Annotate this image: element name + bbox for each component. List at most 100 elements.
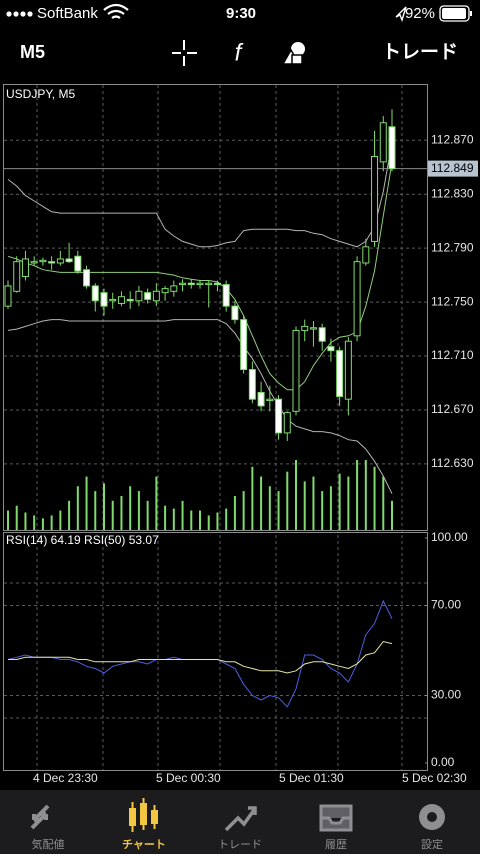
candle-body: [344, 340, 352, 400]
volume-bar: [33, 515, 36, 530]
bollinger-upper: [7, 141, 393, 248]
volume-bar: [41, 518, 44, 530]
volume-bar: [356, 460, 359, 530]
battery-icon: [439, 5, 470, 22]
volume-bar: [155, 476, 158, 530]
candle-body: [117, 296, 125, 304]
x-tick-label: 4 Dec 23:30: [33, 771, 98, 785]
volume-bar: [15, 505, 18, 530]
candle-body: [13, 261, 21, 292]
clock: 9:30: [226, 5, 256, 22]
y-tick-label: 30.00: [431, 688, 461, 702]
toolbar: M5 f トレード: [20, 39, 458, 66]
volume-bar: [146, 500, 149, 530]
volume-bar: [260, 476, 263, 530]
y-tick-label: 70.00: [431, 598, 461, 612]
battery-tip: [470, 11, 472, 16]
tab-label[interactable]: 履歴: [325, 838, 347, 851]
y-tick-label: 112.830: [431, 186, 474, 200]
volume-bar: [137, 491, 140, 530]
volume-bar: [7, 510, 9, 530]
candle-body: [30, 261, 38, 264]
y-tick-label: 0.00: [431, 755, 455, 769]
carrier: SoftBank: [37, 5, 98, 22]
settings-icon: [419, 804, 445, 830]
candle-body: [100, 292, 108, 307]
volume-bar: [111, 500, 114, 530]
volume-bar: [129, 486, 132, 530]
tab-label[interactable]: 気配値: [32, 837, 65, 851]
tab-label[interactable]: チャート: [122, 838, 166, 851]
battery-level: [442, 8, 466, 19]
timeframe-button[interactable]: M5: [20, 42, 45, 62]
volume-bar: [233, 495, 236, 530]
current-price-label: 112.849: [431, 161, 474, 175]
volume-bar: [225, 508, 228, 530]
crosshair-button[interactable]: [172, 40, 197, 66]
candle-body: [170, 285, 178, 292]
candle-body: [275, 398, 283, 434]
quotes-icon: [30, 804, 50, 830]
chart-layer: 112.870 112.830 112.790 112.750 112.710 112.6…: [4, 109, 478, 785]
candle-body: [205, 282, 213, 286]
candle-body: [126, 298, 134, 302]
volume-bar: [181, 500, 184, 530]
y-tick-label: 100.00: [431, 530, 468, 544]
location-icon: [395, 6, 407, 23]
objects-button[interactable]: [281, 42, 305, 65]
volume-bar: [172, 508, 175, 530]
chart-icon: [129, 798, 158, 832]
history-icon: [319, 804, 353, 832]
price-chart-title: USDJPY, M5: [6, 87, 75, 101]
candle-body: [109, 298, 117, 302]
candle-body: [21, 258, 29, 277]
trade-icon: [224, 806, 257, 832]
volume-bar: [59, 510, 62, 530]
candle-body: [283, 412, 291, 434]
candle-body: [362, 246, 370, 264]
volume-bar: [321, 491, 324, 530]
volume-bar: [24, 512, 27, 530]
signal-icon: [6, 11, 33, 17]
candle-body: [353, 261, 361, 337]
volume-bar: [347, 476, 350, 530]
volume-bar: [207, 515, 210, 530]
y-tick-label: 112.750: [431, 294, 474, 308]
tab-label[interactable]: トレード: [218, 839, 262, 851]
candle-body: [48, 261, 56, 264]
candle-body: [135, 290, 143, 302]
y-tick-label: 112.630: [431, 456, 474, 470]
y-tick-label: 112.670: [431, 402, 474, 416]
candle-body: [309, 327, 317, 330]
candle-body: [196, 282, 204, 286]
x-tick-label: 5 Dec 00:30: [156, 771, 221, 785]
volume-bar: [50, 515, 53, 530]
candle-body: [240, 319, 248, 371]
tab-label[interactable]: 設定: [421, 838, 443, 851]
candle-body: [266, 398, 274, 402]
volume-bar: [295, 460, 297, 530]
volume-bar: [242, 491, 245, 530]
trade-button[interactable]: トレード: [382, 42, 458, 63]
candle-body: [257, 391, 265, 407]
candle-body: [74, 255, 82, 272]
tab-icons: [30, 798, 445, 832]
status-bar: SoftBank 9:30 92%: [6, 3, 472, 23]
volume-bar: [391, 500, 393, 530]
candle-body: [318, 327, 326, 342]
candle-body: [327, 346, 335, 352]
volume-bar: [373, 466, 376, 530]
candle-body: [231, 305, 239, 321]
candle-body: [91, 285, 99, 302]
volume-bar: [303, 481, 306, 530]
indicator-button[interactable]: f: [235, 39, 244, 66]
candle-body: [83, 269, 91, 287]
volume-bar: [268, 486, 271, 530]
candle-body: [222, 284, 230, 307]
volume-bar: [286, 471, 289, 530]
x-tick-label: 5 Dec 02:30: [402, 771, 467, 785]
battery-percent: 92%: [405, 5, 435, 22]
candle-body: [301, 325, 309, 331]
